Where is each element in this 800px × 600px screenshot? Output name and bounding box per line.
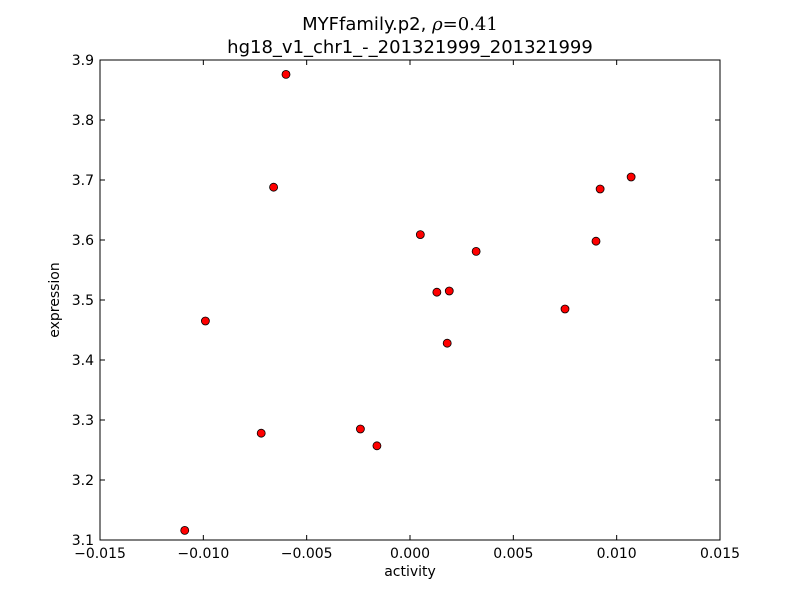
x-axis-label: activity	[384, 564, 436, 580]
y-tick-label: 3.5	[72, 293, 94, 309]
scatter-point	[444, 286, 454, 296]
y-tick-label: 3.2	[72, 473, 94, 489]
ticks-group: −0.015 −0.010 −0.005 0.000 0.005 0.010 0.015 3.…	[72, 53, 740, 562]
scatter-point	[591, 236, 601, 246]
y-tick-label: 3.9	[72, 53, 94, 69]
points-group	[180, 70, 636, 535]
x-tick-label: 0.005	[493, 546, 533, 562]
y-axis-label: expression	[47, 262, 63, 338]
scatter-point	[442, 338, 452, 348]
scatter-point	[355, 424, 365, 434]
x-tick-label: −0.005	[281, 546, 333, 562]
chart-title-line2: hg18_v1_chr1_-_201321999_201321999	[227, 37, 593, 58]
title-prefix: MYFfamily.p2,	[302, 14, 432, 35]
y-tick-label: 3.4	[72, 353, 94, 369]
x-tick-label: −0.015	[74, 546, 126, 562]
x-tick-label: 0.015	[700, 546, 740, 562]
scatter-point	[180, 526, 190, 535]
chart-title-line1: MYFfamily.p2, ρ=0.41	[302, 14, 498, 35]
scatter-point	[269, 182, 279, 192]
x-tick-label: 0.000	[390, 546, 430, 562]
scatter-point	[200, 316, 210, 326]
y-tick-label: 3.7	[72, 173, 94, 189]
scatter-point	[256, 428, 266, 438]
scatter-point	[415, 230, 425, 240]
y-tick-label: 3.1	[72, 533, 94, 549]
scatter-point	[281, 70, 291, 79]
scatter-point	[595, 184, 605, 194]
scatter-point	[471, 246, 481, 256]
scatter-point	[626, 172, 636, 182]
x-tick-label: −0.010	[177, 546, 229, 562]
scatter-point	[372, 441, 382, 451]
scatter-point	[560, 304, 570, 314]
y-tick-label: 3.3	[72, 413, 94, 429]
scatter-point	[432, 287, 442, 297]
y-tick-label: 3.8	[72, 113, 94, 129]
plot-area-frame	[99, 59, 721, 541]
title-rho-value: =0.41	[443, 14, 498, 35]
title-rho-symbol: ρ	[431, 14, 443, 35]
y-tick-label: 3.6	[72, 233, 94, 249]
x-tick-label: 0.010	[597, 546, 637, 562]
